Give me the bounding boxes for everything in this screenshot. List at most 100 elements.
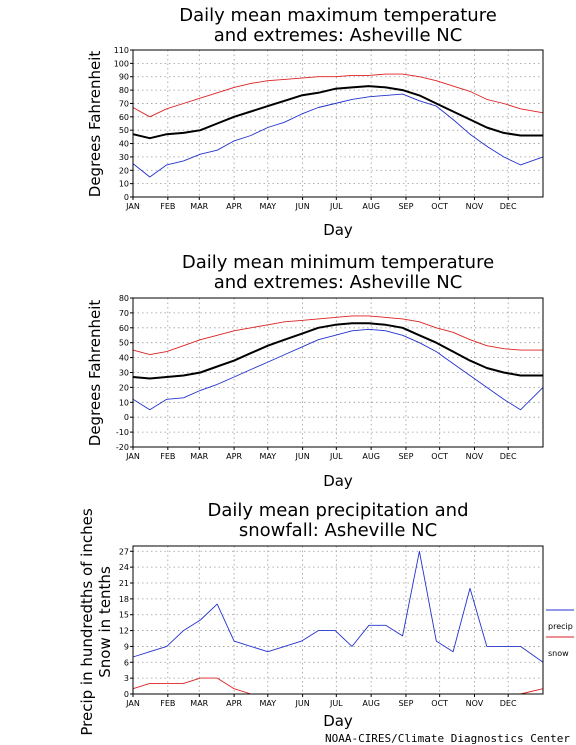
- legend-label-snow: snow: [548, 649, 569, 658]
- y-tick-label: 30: [119, 153, 129, 162]
- x-tick-label: MAR: [190, 202, 208, 211]
- y-tick-label: 12: [119, 627, 129, 636]
- x-tick-label: DEC: [500, 699, 517, 708]
- y-tick-label: 0: [124, 413, 129, 422]
- y-tick-label: 0: [124, 690, 129, 699]
- x-tick-label: JAN: [125, 452, 140, 461]
- x-tick-label: APR: [226, 202, 242, 211]
- y-tick-label: 90: [119, 73, 129, 82]
- x-tick-label: JUL: [329, 202, 343, 211]
- grid: [133, 546, 543, 694]
- y-axis-label-line-1: Precip in hundredths of inches: [78, 508, 96, 735]
- x-axis-label: Day: [323, 221, 353, 239]
- chart-title-line-1: Daily mean minimum temperature: [182, 252, 494, 273]
- grid: [133, 298, 543, 447]
- chart-precipitation-snowfall: Daily mean precipitation and snowfall: A…: [78, 500, 574, 736]
- x-tick-label: APR: [226, 699, 242, 708]
- chart-title-line-1: Daily mean precipitation and: [207, 500, 468, 521]
- y-tick-label: 80: [119, 294, 129, 303]
- tick-labels: -20 -10 0 10 20 30 40 50 60 70 80 JAN FEB MAR APR MAY JU…: [116, 294, 517, 461]
- x-tick-label: JUN: [295, 699, 310, 708]
- plot-frame: [132, 545, 544, 695]
- y-tick-label: 0: [124, 193, 129, 202]
- x-tick-label: JAN: [125, 699, 140, 708]
- y-tick-label: 110: [114, 46, 129, 55]
- chart-min-temperature: Daily mean minimum temperature and extre…: [86, 252, 544, 490]
- y-tick-label: 60: [119, 324, 129, 333]
- x-tick-label: SEP: [398, 452, 413, 461]
- y-tick-label: 70: [119, 99, 129, 108]
- series-layer: [132, 73, 544, 178]
- tick-labels: 0 3 6 9 12 15 18 21 24 27 JAN FEB MAR APR MAY JUN JUL AUG…: [119, 547, 517, 708]
- x-tick-label: JUN: [295, 202, 310, 211]
- y-axis-label-line-2: Snow in tenths: [96, 566, 114, 678]
- x-tick-label: NOV: [466, 699, 484, 708]
- y-tick-label: 50: [119, 339, 129, 348]
- x-tick-label: OCT: [431, 202, 448, 211]
- x-tick-label: MAR: [190, 452, 208, 461]
- x-tick-label: NOV: [466, 202, 484, 211]
- x-tick-label: MAY: [259, 699, 276, 708]
- chart-max-temperature: Daily mean maximum temperature and extre…: [86, 5, 544, 239]
- series-line-0: [132, 322, 543, 380]
- y-tick-label: 70: [119, 309, 129, 318]
- y-tick-label: 9: [124, 642, 129, 651]
- series-line-2: [132, 93, 544, 178]
- x-tick-label: FEB: [160, 452, 175, 461]
- y-tick-label: 30: [119, 369, 129, 378]
- grid: [133, 50, 543, 197]
- legend-label-precip: precip: [548, 622, 573, 631]
- y-tick-label: 20: [119, 383, 129, 392]
- x-tick-label: JUL: [329, 699, 343, 708]
- y-tick-label: 10: [119, 180, 129, 189]
- series-line-1: [132, 73, 544, 118]
- y-tick-label: 21: [119, 579, 129, 588]
- x-tick-label: DEC: [500, 202, 517, 211]
- series-layer: [132, 550, 544, 695]
- x-tick-label: OCT: [431, 699, 448, 708]
- y-tick-label: 6: [124, 658, 129, 667]
- series-line-0: [132, 550, 544, 663]
- series-layer: [132, 315, 544, 411]
- series-line-1: [132, 315, 543, 356]
- x-tick-label: AUG: [362, 202, 380, 211]
- x-tick-label: DEC: [500, 452, 517, 461]
- x-axis-label: Day: [323, 712, 353, 730]
- y-tick-label: 50: [119, 126, 129, 135]
- series-line-1: [132, 677, 544, 695]
- x-tick-label: JUL: [329, 452, 343, 461]
- x-tick-label: JAN: [125, 202, 140, 211]
- chart-title-line-2: and extremes: Asheville NC: [214, 25, 463, 46]
- x-tick-label: SEP: [398, 202, 413, 211]
- y-tick-label: 18: [119, 595, 129, 604]
- x-axis-label: Day: [323, 472, 353, 490]
- y-tick-label: -10: [116, 428, 129, 437]
- x-tick-label: JUN: [295, 452, 310, 461]
- y-tick-label: 15: [119, 611, 129, 620]
- x-tick-label: MAR: [190, 699, 208, 708]
- y-tick-label: 20: [119, 166, 129, 175]
- y-axis-label: Degrees Fahrenheit: [86, 300, 104, 447]
- x-tick-label: FEB: [160, 699, 175, 708]
- y-tick-label: 40: [119, 354, 129, 363]
- series-line-2: [132, 328, 544, 411]
- y-tick-label: 80: [119, 86, 129, 95]
- x-tick-label: SEP: [398, 699, 413, 708]
- x-tick-label: APR: [226, 452, 242, 461]
- credit-text: NOAA-CIRES/Climate Diagnostics Center: [325, 732, 570, 745]
- tick-labels: 0 10 20 30 40 50 60 70 80 90 100 110 JAN FEB MAR APR MAY…: [114, 46, 517, 211]
- y-tick-label: 24: [119, 563, 129, 572]
- y-tick-label: 60: [119, 113, 129, 122]
- x-tick-label: AUG: [362, 452, 380, 461]
- y-tick-label: 3: [124, 674, 129, 683]
- plot-frame: [132, 49, 544, 198]
- y-tick-label: 40: [119, 140, 129, 149]
- x-tick-label: AUG: [362, 699, 380, 708]
- plot-frame: [132, 297, 544, 448]
- y-tick-label: 100: [114, 59, 129, 68]
- x-tick-label: NOV: [466, 452, 484, 461]
- x-tick-label: OCT: [431, 452, 448, 461]
- y-axis-label: Degrees Fahrenheit: [86, 51, 104, 198]
- chart-title-line-1: Daily mean maximum temperature: [179, 5, 497, 26]
